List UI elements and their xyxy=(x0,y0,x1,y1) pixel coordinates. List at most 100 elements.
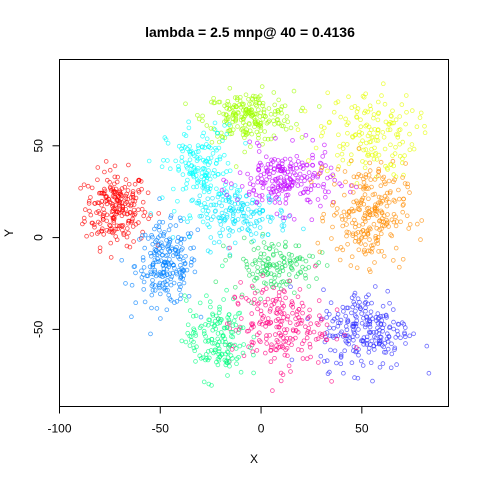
data-point xyxy=(188,215,193,221)
data-point xyxy=(179,338,185,344)
data-point xyxy=(83,207,88,212)
data-point xyxy=(217,230,223,236)
data-point xyxy=(200,219,206,225)
data-point xyxy=(273,195,278,201)
data-point xyxy=(123,196,128,201)
data-point xyxy=(349,220,355,226)
data-point xyxy=(376,166,382,172)
data-point xyxy=(167,249,173,254)
data-point xyxy=(178,296,183,302)
data-point xyxy=(84,233,89,239)
data-point xyxy=(380,313,386,319)
data-point xyxy=(107,222,112,228)
data-point xyxy=(375,234,381,240)
data-point xyxy=(250,93,256,99)
data-point xyxy=(176,164,181,169)
data-point xyxy=(368,309,374,315)
data-point xyxy=(251,334,257,340)
data-point xyxy=(371,156,377,162)
data-point xyxy=(278,378,284,384)
data-point xyxy=(216,351,222,357)
data-point xyxy=(311,329,317,335)
data-point xyxy=(161,262,166,268)
data-point xyxy=(367,318,372,324)
data-point xyxy=(396,127,402,133)
data-point xyxy=(215,362,221,368)
data-point xyxy=(352,224,358,230)
data-point xyxy=(406,226,412,231)
data-point xyxy=(382,223,387,229)
data-point xyxy=(113,205,119,211)
data-point xyxy=(360,221,366,227)
data-point xyxy=(125,220,131,226)
data-point xyxy=(391,219,397,225)
data-point xyxy=(249,311,255,316)
data-point xyxy=(379,249,385,254)
data-point xyxy=(327,369,332,375)
data-point xyxy=(216,310,222,316)
data-point xyxy=(361,180,367,185)
data-point xyxy=(204,293,209,299)
data-point xyxy=(260,231,266,237)
data-point xyxy=(384,203,390,209)
data-point xyxy=(283,295,288,301)
data-point xyxy=(196,145,201,151)
data-point xyxy=(295,127,301,132)
data-point xyxy=(246,298,251,303)
data-point xyxy=(132,211,138,216)
data-point xyxy=(217,156,223,162)
data-point xyxy=(287,156,293,162)
data-point xyxy=(370,378,375,384)
data-point xyxy=(264,333,269,338)
data-point xyxy=(196,198,202,204)
data-point xyxy=(297,171,303,177)
data-point xyxy=(208,202,214,208)
data-point xyxy=(129,314,134,320)
data-point xyxy=(334,360,339,366)
data-point xyxy=(332,348,338,354)
data-point xyxy=(81,182,87,188)
data-point xyxy=(276,324,281,330)
data-point xyxy=(298,270,304,275)
data-point xyxy=(360,228,366,233)
data-point xyxy=(239,184,245,189)
data-point xyxy=(360,338,365,343)
data-point xyxy=(315,240,321,246)
data-point xyxy=(363,308,368,314)
data-point xyxy=(198,314,204,320)
data-point xyxy=(346,230,352,235)
data-point xyxy=(343,338,349,344)
data-point xyxy=(107,167,113,173)
data-point xyxy=(189,198,194,204)
data-point xyxy=(241,235,247,241)
data-point xyxy=(351,344,357,349)
data-point xyxy=(306,170,312,175)
data-point xyxy=(215,194,221,200)
data-point xyxy=(365,230,371,236)
data-point xyxy=(293,243,299,249)
data-point xyxy=(253,208,259,214)
data-point xyxy=(354,314,359,320)
data-point xyxy=(284,327,290,332)
data-point xyxy=(334,206,340,211)
data-point xyxy=(400,256,406,262)
data-point xyxy=(295,159,301,164)
data-point xyxy=(205,208,211,214)
data-point xyxy=(240,325,246,331)
data-point xyxy=(246,192,252,197)
data-point xyxy=(95,177,100,183)
data-point xyxy=(200,113,205,119)
data-point xyxy=(378,195,384,201)
data-point xyxy=(381,213,387,219)
data-point xyxy=(210,151,216,156)
data-point xyxy=(346,161,352,167)
data-point xyxy=(256,135,261,141)
data-point xyxy=(201,379,207,385)
data-point xyxy=(264,341,270,346)
data-point xyxy=(361,185,367,190)
data-point xyxy=(152,283,158,288)
data-point xyxy=(95,200,100,206)
data-point xyxy=(388,162,394,168)
data-point xyxy=(288,166,293,172)
data-point xyxy=(259,217,265,222)
